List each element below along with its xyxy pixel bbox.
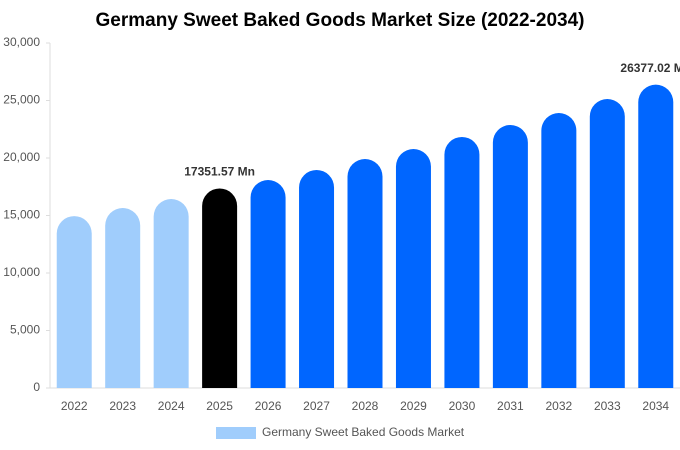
data-label: 26377.02 Mn [620,61,680,75]
data-label: 17351.57 Mn [184,165,255,179]
bar [250,179,286,388]
y-tick-label: 0 [33,380,40,394]
bar [444,136,480,388]
y-tick-label: 20,000 [3,150,40,164]
bar [105,208,141,388]
x-tick-label: 2028 [352,399,379,413]
x-tick-label: 2031 [497,399,524,413]
x-tick-label: 2023 [109,399,136,413]
legend-swatch [216,427,256,439]
bar [299,169,335,388]
x-tick-label: 2030 [449,399,476,413]
bar [541,113,577,388]
bar [395,149,431,388]
bar [153,199,189,388]
x-tick-label: 2029 [400,399,427,413]
bar [589,99,625,388]
y-tick-label: 10,000 [3,265,40,279]
x-tick-label: 2034 [642,399,669,413]
bar [347,159,383,388]
bar [492,124,528,389]
x-tick-label: 2027 [303,399,330,413]
legend-label: Germany Sweet Baked Goods Market [262,425,465,439]
y-tick-label: 30,000 [3,35,40,49]
bar [202,188,238,388]
x-tick-label: 2032 [545,399,572,413]
x-tick-label: 2022 [61,399,88,413]
x-tick-label: 2024 [158,399,185,413]
x-tick-label: 2033 [594,399,621,413]
x-tick-label: 2026 [255,399,282,413]
chart-title: Germany Sweet Baked Goods Market Size (2… [96,10,585,31]
x-tick-label: 2025 [206,399,233,413]
y-tick-label: 25,000 [3,93,40,107]
bar [56,216,92,388]
y-tick-label: 5,000 [10,323,40,337]
y-tick-label: 15,000 [3,208,40,222]
bar [638,84,674,388]
